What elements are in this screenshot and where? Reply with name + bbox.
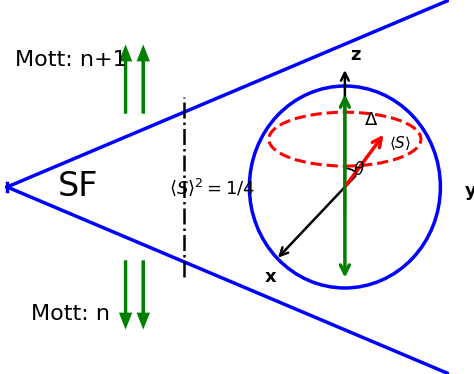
Text: $\langle S\rangle$: $\langle S\rangle$: [390, 134, 411, 152]
Text: $\theta$: $\theta$: [353, 161, 365, 179]
Text: z: z: [350, 46, 361, 64]
Text: Mott: n: Mott: n: [31, 304, 110, 324]
Text: $\langle S\rangle^2=1/4$: $\langle S\rangle^2=1/4$: [169, 177, 255, 197]
FancyArrow shape: [139, 262, 148, 325]
Text: SF: SF: [57, 171, 98, 203]
Text: $\Delta$: $\Delta$: [365, 111, 379, 129]
Text: Mott: n+1: Mott: n+1: [15, 50, 127, 70]
FancyArrow shape: [121, 262, 130, 325]
Text: x: x: [264, 268, 276, 286]
Text: y: y: [465, 182, 474, 200]
FancyArrow shape: [139, 49, 148, 112]
FancyArrow shape: [121, 49, 130, 112]
